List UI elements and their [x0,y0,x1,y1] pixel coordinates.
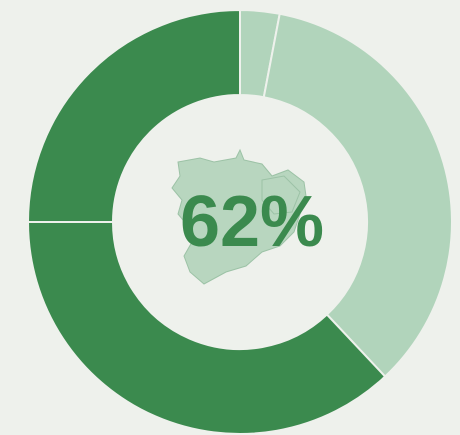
center-label: 62% [180,182,324,262]
donut-slice [262,12,453,378]
slices [26,8,453,435]
donut-slice [26,221,387,435]
region-border [261,175,301,215]
donut-slice [26,8,241,223]
region-map-icon [171,148,307,285]
